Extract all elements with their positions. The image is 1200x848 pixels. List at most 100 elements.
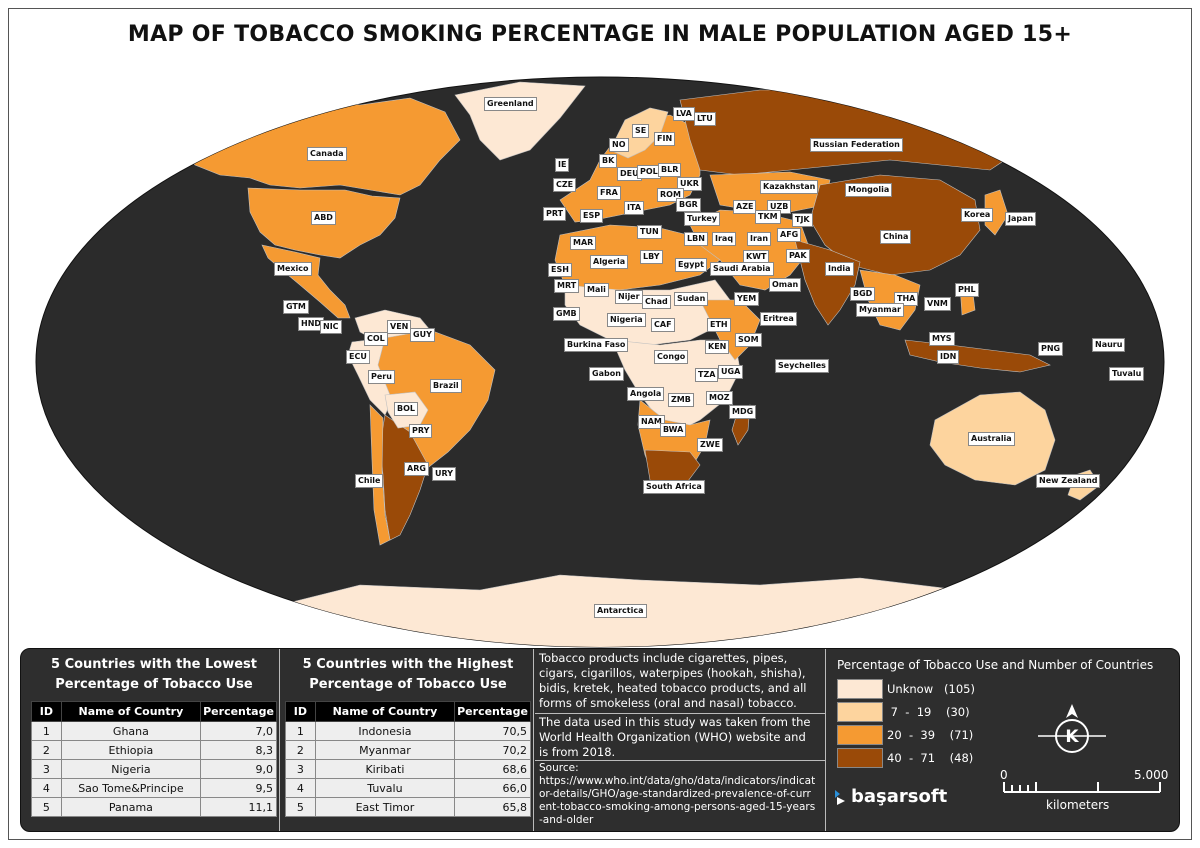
label-seychelles: Seychelles <box>775 359 829 373</box>
label-lbn: LBN <box>684 232 708 246</box>
divider <box>533 649 534 831</box>
note-products: Tobacco products include cigarettes, pip… <box>539 651 807 710</box>
source-label: Source: <box>539 762 579 774</box>
row-id: 2 <box>31 740 62 760</box>
legend-label: 40 - 71 (48) <box>887 751 974 765</box>
label-mys: MYS <box>929 332 955 346</box>
label-nigeria: Nigeria <box>607 313 646 327</box>
label-mongolia: Mongolia <box>845 183 893 197</box>
table-row: 3 Kiribati 68,6 <box>285 759 531 779</box>
label-ukr: UKR <box>677 177 702 191</box>
label-abd: ABD <box>311 211 336 225</box>
label-congo: Congo <box>654 350 689 364</box>
compass-letter: K <box>1065 727 1079 747</box>
label-mali: Mali <box>584 283 609 297</box>
highest-heading-line-1: 5 Countries with the Highest <box>302 657 514 672</box>
label-ken: KEN <box>705 340 730 354</box>
label-ltu: LTU <box>694 112 716 126</box>
row-percentage: 70,2 <box>454 740 531 760</box>
info-panel: 5 Countries with the Lowest Percentage o… <box>20 648 1180 832</box>
legend-item: Unknow (105) <box>837 679 975 699</box>
label-deu: DEU <box>617 167 642 181</box>
source-url[interactable]: https://www.who.int/data/gho/data/indica… <box>539 775 816 826</box>
label-nijer: Nijer <box>615 290 643 304</box>
label-cze: CZE <box>553 178 577 192</box>
label-som: SOM <box>735 333 762 347</box>
north-arrow-icon: K <box>1032 700 1112 768</box>
label-sudan: Sudan <box>674 292 709 306</box>
label-canada: Canada <box>307 147 347 161</box>
label-eritrea: Eritrea <box>760 312 797 326</box>
label-tun: TUN <box>637 225 662 239</box>
label-south-africa: South Africa <box>643 480 705 494</box>
row-country: Tuvalu <box>314 778 456 798</box>
lowest-heading: 5 Countries with the Lowest Percentage o… <box>31 649 277 695</box>
col-id: ID <box>285 701 316 722</box>
label-eth: ETH <box>707 318 731 332</box>
row-percentage: 11,1 <box>200 797 277 817</box>
label-phl: PHL <box>955 283 979 297</box>
col-percentage: Percentage <box>454 701 531 722</box>
label-aze: AZE <box>733 200 757 214</box>
label-arg: ARG <box>404 462 429 476</box>
legend-label: Unknow (105) <box>887 682 975 696</box>
table-row: 4 Tuvalu 66,0 <box>285 778 531 798</box>
label-egypt: Egypt <box>675 258 707 272</box>
label-saudi: Saudi Arabia <box>710 262 774 276</box>
label-moz: MOZ <box>706 391 733 405</box>
row-percentage: 7,0 <box>200 721 277 741</box>
label-mexico: Mexico <box>274 262 312 276</box>
legend-label: 20 - 39 (71) <box>887 728 974 742</box>
row-id: 2 <box>285 740 316 760</box>
label-tuvalu: Tuvalu <box>1109 367 1145 381</box>
label-brazil: Brazil <box>430 379 462 393</box>
label-esh: ESH <box>548 263 572 277</box>
label-afg: AFG <box>777 228 802 242</box>
label-no: NO <box>609 138 629 152</box>
page-frame <box>8 8 1192 840</box>
row-id: 3 <box>31 759 62 779</box>
scale-unit: kilometers <box>1046 798 1110 812</box>
land-russia <box>679 89 1021 176</box>
label-iraq: Iraq <box>712 232 737 246</box>
lowest-table: ID Name of Country Percentage 1 Ghana 7,0 … <box>31 701 277 817</box>
label-pak: PAK <box>786 249 810 263</box>
label-guy: GUY <box>410 328 435 342</box>
row-country: Ethiopia <box>60 740 202 760</box>
basarsoft-logo-icon <box>835 789 845 805</box>
label-blr: BLR <box>658 163 682 177</box>
col-name: Name of Country <box>60 701 202 722</box>
label-korea: Korea <box>961 208 994 222</box>
label-bk: BK <box>599 154 618 168</box>
label-myanmar: Myanmar <box>856 303 904 317</box>
table-row: 5 Panama 11,1 <box>31 797 277 817</box>
row-id: 5 <box>31 797 62 817</box>
label-idn: IDN <box>937 350 960 364</box>
label-zmb: ZMB <box>668 393 694 407</box>
land-indonesia <box>904 339 1051 373</box>
label-yem: YEM <box>734 292 760 306</box>
row-id: 5 <box>285 797 316 817</box>
row-percentage: 9,0 <box>200 759 277 779</box>
col-percentage: Percentage <box>200 701 277 722</box>
label-chad: Chad <box>642 295 671 309</box>
legend-item: 7 - 19 (30) <box>837 702 970 722</box>
legend-swatch <box>837 702 883 722</box>
map-canvas <box>35 76 1165 648</box>
label-nam: NAM <box>638 415 665 429</box>
label-pol: POL <box>637 165 661 179</box>
note-source: Source: https://www.who.int/data/gho/dat… <box>539 762 817 827</box>
label-mdg: MDG <box>729 405 757 419</box>
table-row: 1 Ghana 7,0 <box>31 721 277 741</box>
table-row: 1 Indonesia 70,5 <box>285 721 531 741</box>
row-country: Indonesia <box>314 721 456 741</box>
label-tkm: TKM <box>755 210 781 224</box>
label-burkina: Burkina Faso <box>564 338 629 352</box>
label-uga: UGA <box>718 365 744 379</box>
label-turkey: Turkey <box>684 212 720 226</box>
world-map: Greenland Canada ABD Mexico GTM HND NIC … <box>35 76 1165 648</box>
divider <box>825 649 826 831</box>
label-nic: NIC <box>320 320 342 334</box>
table-row: 4 Sao Tome&Principe 9,5 <box>31 778 277 798</box>
table-row: 2 Ethiopia 8,3 <box>31 740 277 760</box>
